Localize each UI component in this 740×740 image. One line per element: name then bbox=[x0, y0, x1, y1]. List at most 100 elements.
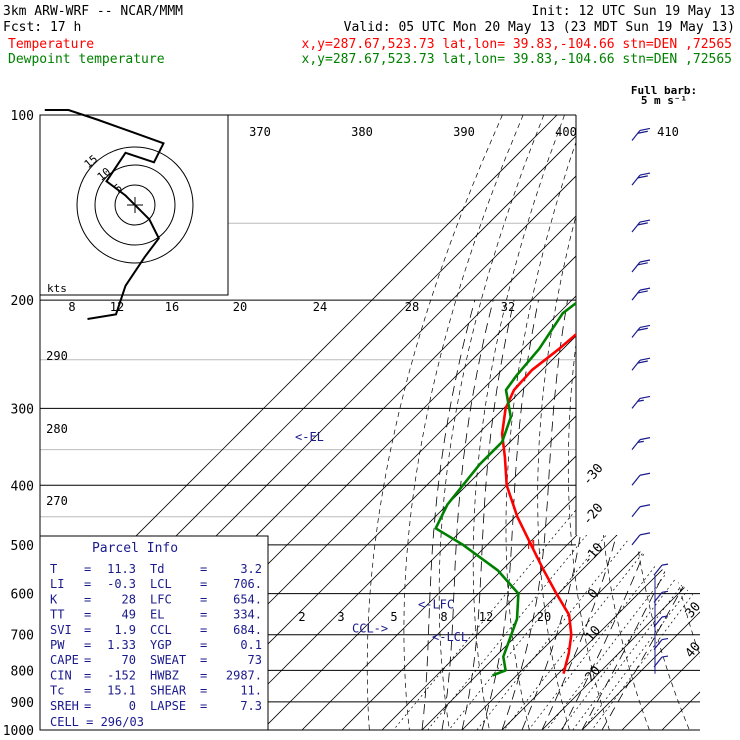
wind-barb-flag bbox=[639, 287, 651, 291]
parcel-key-t: T bbox=[50, 562, 57, 576]
hodograph-ring-15 bbox=[76, 146, 194, 264]
pressure-label-700: 700 bbox=[11, 629, 34, 644]
hodograph-trace bbox=[44, 109, 165, 320]
parcel-eq-8: = bbox=[84, 684, 91, 698]
parcel-key-cape: CAPE bbox=[50, 653, 79, 667]
hodograph-ring-5 bbox=[114, 184, 156, 226]
wind-barb-flag bbox=[637, 262, 648, 266]
wind-barb-200 bbox=[631, 287, 651, 301]
wind-barb-half bbox=[637, 399, 644, 402]
parcel-key-li: LI bbox=[50, 577, 64, 591]
wind-barb-staff bbox=[631, 221, 641, 233]
isotherm-60 bbox=[702, 115, 740, 730]
moist-adiabat-5 bbox=[481, 300, 539, 730]
wind-barb-staff bbox=[631, 261, 641, 273]
parcel-value-lcl: 706. bbox=[233, 577, 262, 591]
wind-barb-flag bbox=[639, 532, 651, 536]
mixing-ratio-label-24: 24 bbox=[313, 300, 327, 314]
valid-time: Valid: 05 UTC Mon 20 May 13 (23 MDT Sun … bbox=[344, 20, 735, 35]
parcel-eq-9: = bbox=[84, 699, 91, 713]
wind-barb-flag bbox=[637, 130, 648, 134]
parcel-value-ygp: 0.1 bbox=[240, 638, 262, 652]
wind-barb-half bbox=[661, 590, 669, 593]
pressure-label-1000: 1000 bbox=[3, 724, 34, 739]
parcel-eq2-8: = bbox=[200, 684, 207, 698]
model-title: 3km ARW-WRF -- NCAR/MMM bbox=[3, 4, 183, 19]
pressure-label-500: 500 bbox=[11, 539, 34, 554]
parcel-key-lapse: LAPSE bbox=[150, 699, 186, 713]
wind-barb-flag bbox=[637, 175, 648, 179]
moist-adiabat-25 bbox=[561, 300, 700, 730]
wind-barb-flag bbox=[639, 127, 651, 132]
pressure-label-100: 100 bbox=[11, 109, 34, 124]
theta-label-410: 410 bbox=[657, 125, 679, 139]
parcel-eq-6: = bbox=[84, 653, 91, 667]
parcel-info-panel: Parcel Info T = 11.3 Td = 3.2 LI = -0.3 LCL = 706. K… bbox=[39, 535, 269, 731]
parcel-key-pw: PW bbox=[50, 638, 65, 652]
pressure-label-600: 600 bbox=[11, 588, 34, 603]
parcel-eq2-4: = bbox=[200, 623, 207, 637]
wind-barb-350 bbox=[631, 437, 651, 450]
dry-adiabat-280 bbox=[472, 115, 565, 730]
parcel-key-tt: TT bbox=[50, 608, 64, 622]
mixing-ratio-24 bbox=[572, 299, 700, 730]
pressure-label-300: 300 bbox=[11, 402, 34, 417]
wind-barb-staff bbox=[631, 289, 641, 301]
wind-barb-half bbox=[661, 563, 669, 566]
moist-adiabat-30 bbox=[581, 300, 700, 730]
isotherm-10 bbox=[501, 115, 700, 730]
wind-barb-flag bbox=[639, 357, 651, 361]
sounding-traces: M bbox=[434, 301, 576, 677]
dry-adiabat-340 bbox=[654, 115, 700, 730]
temperature-trace bbox=[500, 332, 576, 675]
parcel-key-td: Td bbox=[150, 562, 164, 576]
wind-barb-flag bbox=[639, 219, 651, 223]
mixing-ratio-1 bbox=[393, 299, 700, 730]
wind-barb-staff bbox=[631, 534, 641, 546]
parcel-value-lapse: 7.3 bbox=[240, 699, 262, 713]
pressure-label-400: 400 bbox=[11, 479, 34, 494]
isotherm-20 bbox=[541, 115, 700, 730]
dry-adiabat-270 bbox=[438, 115, 545, 730]
theta-side-label-290: 290 bbox=[46, 349, 68, 363]
wind-barb-half bbox=[637, 440, 644, 443]
barb-legend-value: 5 m s⁻¹ bbox=[641, 94, 687, 107]
isotherm-label--30: -30 bbox=[580, 461, 607, 489]
dry-adiabat-300 bbox=[537, 115, 607, 730]
wind-barb-740 bbox=[653, 637, 669, 650]
wind-barb-staff bbox=[653, 564, 663, 576]
pressure-label-200: 200 bbox=[11, 294, 34, 309]
parcel-eq-1: = bbox=[84, 577, 91, 591]
mixing-ratio-8 bbox=[503, 299, 700, 730]
el-annotation: <-EL bbox=[295, 430, 324, 444]
theta-label-380: 380 bbox=[351, 125, 373, 139]
wind-barb-180 bbox=[631, 259, 651, 273]
parcel-info-frame bbox=[39, 535, 269, 731]
mixing-ratio-16 bbox=[546, 299, 700, 730]
isotherm-label-30: 30 bbox=[683, 599, 705, 621]
mixing-ratio-low-label-12: 12 bbox=[479, 610, 493, 624]
wind-barb-half bbox=[661, 615, 669, 618]
parcel-eq-4: = bbox=[84, 623, 91, 637]
ccl-annotation: CCL-> bbox=[352, 622, 388, 636]
parcel-key-ygp: YGP bbox=[150, 638, 172, 652]
wind-barb-staff bbox=[631, 130, 641, 141]
isotherm--50 bbox=[261, 115, 700, 730]
parcel-eq-0: = bbox=[84, 562, 91, 576]
wind-barb-flag bbox=[637, 290, 648, 294]
parcel-eq2-7: = bbox=[200, 668, 207, 682]
moist-adiabat--10 bbox=[421, 299, 476, 730]
parcel-key-shear: SHEAR bbox=[150, 684, 187, 698]
dry-adiabat-330 bbox=[626, 115, 690, 730]
wind-barb-flag bbox=[639, 504, 651, 508]
theta-label-400: 400 bbox=[555, 125, 577, 139]
parcel-value-td: 3.2 bbox=[240, 562, 262, 576]
parcel-key-hwbz: HWBZ bbox=[150, 668, 179, 682]
parcel-info-title: Parcel Info bbox=[92, 541, 178, 556]
parcel-key-k: K bbox=[50, 592, 58, 606]
parcel-value-svi: 1.9 bbox=[114, 623, 136, 637]
mixing-ratio-12 bbox=[528, 299, 700, 730]
parcel-key-cin: CIN bbox=[50, 668, 72, 682]
isotherm-0 bbox=[461, 115, 700, 730]
parcel-key-svi: SVI bbox=[50, 623, 72, 637]
